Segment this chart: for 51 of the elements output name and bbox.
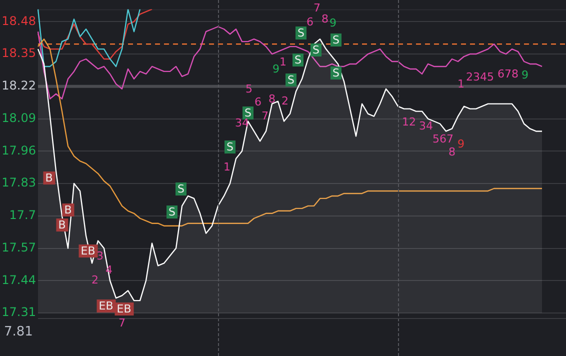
annotation: S [310, 44, 322, 56]
annotation: 7 [314, 2, 320, 14]
annotation: B [43, 172, 55, 184]
annotation: 6 [306, 16, 314, 28]
annotation: B [62, 204, 74, 216]
y-tick-label: 17.96 [2, 143, 36, 158]
annotation: 34 [419, 120, 433, 132]
annotation: 7 [262, 110, 268, 122]
annotation: 1 [458, 78, 464, 90]
annotation: S [286, 74, 296, 86]
annotation: 567 [432, 132, 454, 146]
annotation: S [292, 54, 304, 66]
annotation: 8 [448, 146, 456, 158]
annotation: S [296, 26, 306, 40]
y-tick-label: 18.22 [2, 78, 36, 93]
y-tick-label: 18.48 [2, 14, 36, 28]
annotation: 12 [402, 116, 416, 128]
annotation: 9 [458, 138, 464, 150]
annotation: 5 [246, 82, 252, 96]
annotation: S [242, 106, 254, 120]
y-tick-label: 17.83 [2, 176, 36, 190]
annotation: S [166, 206, 178, 218]
annotation: EB [96, 300, 116, 312]
annotation: S [330, 34, 342, 46]
annotation: 1 [280, 56, 286, 68]
annotation: B [56, 218, 68, 232]
y-tick-label: 18.35 [2, 46, 36, 60]
annotation: 2 [92, 274, 98, 286]
annotation: 1 [224, 160, 230, 174]
annotation: 3 [96, 250, 104, 262]
annotation: EB [114, 302, 134, 316]
annotation: 2 [282, 94, 288, 108]
annotation: S [224, 140, 236, 154]
annotation: S [176, 182, 186, 196]
y-tick-label: 17.44 [2, 272, 36, 287]
text: 7 [118, 316, 126, 330]
annotation: 8 [322, 12, 328, 26]
annotation: 6 [254, 96, 262, 108]
annotation: 678 [498, 68, 518, 80]
annotation: 9 [522, 68, 528, 82]
y-tick-label: 17.7 [9, 208, 36, 222]
y-tick-label: 17.57 [2, 240, 36, 254]
annotation: 8 [268, 92, 276, 106]
annotation: 9 [272, 62, 280, 76]
annotation: 2345 [466, 70, 494, 84]
annotation: S [330, 66, 342, 80]
y-tick-label: 18.09 [2, 110, 36, 125]
annotation: 9 [330, 16, 336, 30]
y-tick-label: 17.31 [2, 305, 36, 320]
text: 7.81 [4, 324, 33, 340]
annotation: EB [78, 244, 98, 258]
